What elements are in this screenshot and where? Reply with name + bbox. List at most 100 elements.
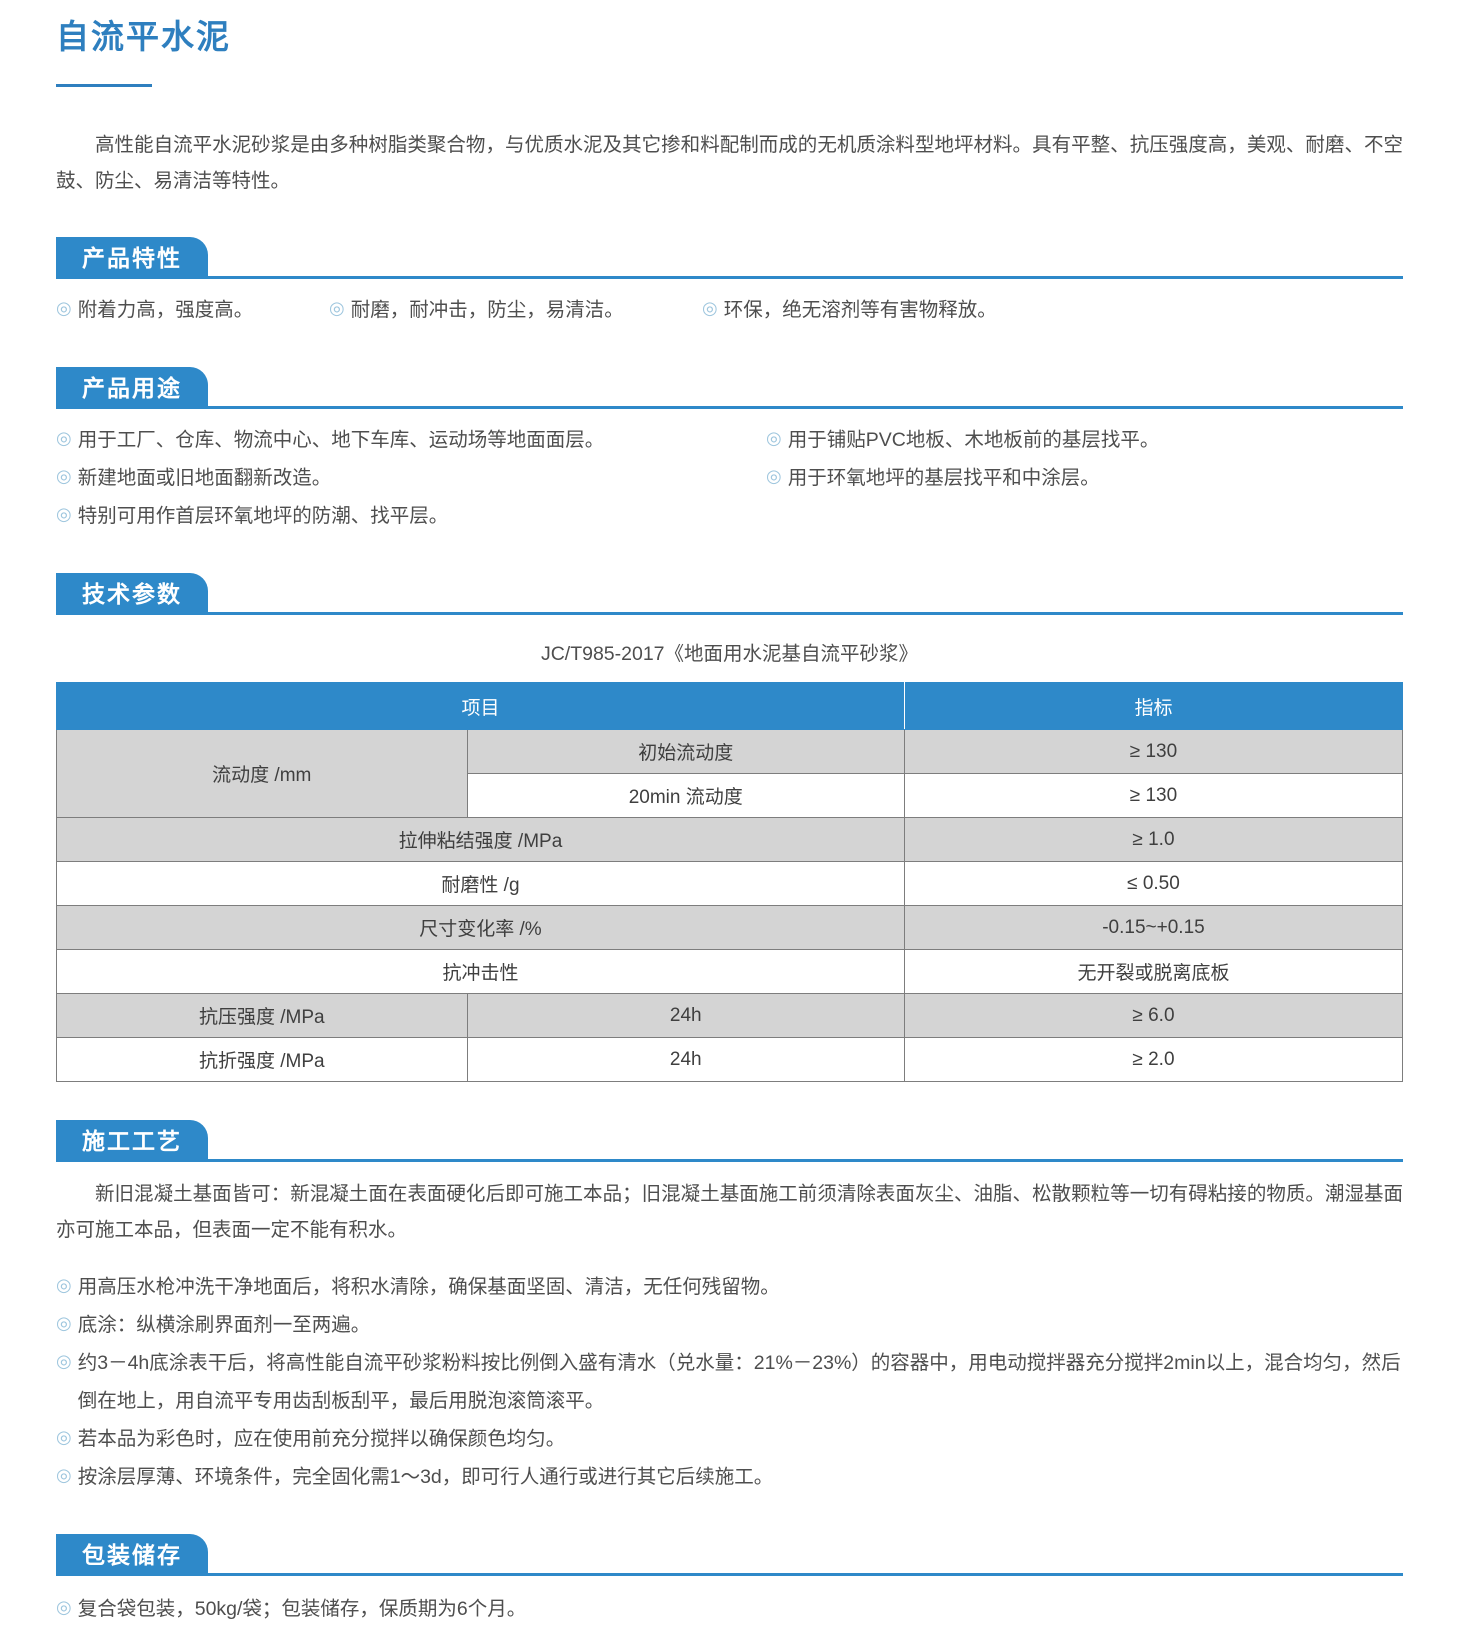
list-item: ◎ 约3－4h底涂表干后，将高性能自流平砂浆粉料按比例倒入盛有清水（兑水量：21… [56, 1344, 1403, 1420]
cell-sub: 20min 流动度 [466, 773, 905, 819]
table-row: 抗压强度 /MPa 24h ≥ 6.0 [56, 993, 1404, 1039]
section-divider-uses [56, 406, 1403, 410]
double-circle-bullet-icon: ◎ [56, 1597, 72, 1618]
double-circle-bullet-icon: ◎ [766, 428, 782, 449]
process-list: ◎ 用高压水枪冲洗干净地面后，将积水清除，确保基面坚固、清洁，无任何残留物。 ◎… [56, 1268, 1403, 1496]
standard-reference: JC/T985-2017《地面用水泥基自流平砂浆》 [540, 643, 919, 666]
section-construction-process: 施工工艺 新旧混凝土基面皆可：新混凝土面在表面硬化后即可施工本品；旧混凝土基面施… [56, 1120, 1403, 1496]
section-header-uses: 产品用途 [56, 367, 1403, 410]
section-product-features: 产品特性 ◎ 附着力高，强度高。 ◎ 耐磨，耐冲击，防尘，易清洁。 ◎ 环保，绝… [56, 237, 1403, 329]
section-banner-uses: 产品用途 [56, 367, 208, 410]
packaging-list: ◎ 复合袋包装，50kg/袋；包装储存，保质期为6个月。 [56, 1590, 1403, 1628]
table-row: 耐磨性 /g ≤ 0.50 [56, 861, 1404, 907]
use-text: 用于铺贴PVC地板、木地板前的基层找平。 [787, 429, 1160, 452]
section-title-uses: 产品用途 [82, 374, 182, 401]
process-text: 约3－4h底涂表干后，将高性能自流平砂浆粉料按比例倒入盛有清水（兑水量：21%－… [77, 1352, 1401, 1413]
cell-value: ≥ 2.0 [903, 1037, 1404, 1083]
cell-value: ≤ 0.50 [903, 861, 1404, 907]
intro-paragraph: 高性能自流平水泥砂浆是由多种树脂类聚合物，与优质水泥及其它掺和料配制而成的无机质… [56, 134, 1403, 193]
cell-sub: 24h [466, 1037, 905, 1083]
section-banner-features: 产品特性 [56, 237, 208, 280]
list-item: ◎ 用高压水枪冲洗干净地面后，将积水清除，确保基面坚固、清洁，无任何残留物。 [56, 1268, 1403, 1306]
process-text: 用高压水枪冲洗干净地面后，将积水清除，确保基面坚固、清洁，无任何残留物。 [77, 1276, 780, 1298]
double-circle-bullet-icon: ◎ [56, 1313, 72, 1334]
uses-list: ◎ 用于工厂、仓库、物流中心、地下车库、运动场等地面面层。 ◎ 新建地面或旧地面… [56, 421, 1403, 535]
section-divider-process [56, 1159, 1403, 1163]
section-title-features: 产品特性 [82, 244, 182, 271]
section-banner-packaging: 包装储存 [56, 1534, 208, 1577]
feature-text: 耐磨，耐冲击，防尘，易清洁。 [350, 299, 624, 322]
list-item: ◎ 用于工厂、仓库、物流中心、地下车库、运动场等地面面层。 [56, 421, 766, 459]
feature-text: 环保，绝无溶剂等有害物释放。 [723, 299, 997, 322]
section-divider-features [56, 276, 1403, 280]
cell-item: 拉伸粘结强度 /MPa [56, 817, 905, 863]
list-item: ◎ 附着力高，强度高。 [56, 291, 329, 329]
double-circle-bullet-icon: ◎ [56, 1427, 72, 1448]
section-header-packaging: 包装储存 [56, 1534, 1403, 1577]
use-text: 新建地面或旧地面翻新改造。 [77, 467, 332, 490]
table-row: 抗冲击性 无开裂或脱离底板 [56, 949, 1404, 995]
double-circle-bullet-icon: ◎ [56, 1465, 72, 1486]
double-circle-bullet-icon: ◎ [56, 1275, 72, 1295]
column-header-index: 指标 [903, 682, 1404, 731]
table-row: 尺寸变化率 /% -0.15~+0.15 [56, 905, 1404, 951]
uses-column-left: ◎ 用于工厂、仓库、物流中心、地下车库、运动场等地面面层。 ◎ 新建地面或旧地面… [56, 421, 766, 535]
use-text: 特别可用作首层环氧地坪的防潮、找平层。 [77, 505, 449, 528]
section-banner-tech: 技术参数 [56, 573, 208, 616]
process-text: 若本品为彩色时，应在使用前充分搅拌以确保颜色均匀。 [77, 1428, 566, 1451]
feature-text: 附着力高，强度高。 [77, 299, 254, 322]
section-title-packaging: 包装储存 [82, 1541, 182, 1568]
cell-value: ≥ 6.0 [903, 993, 1404, 1039]
cell-value: -0.15~+0.15 [903, 905, 1404, 951]
section-product-uses: 产品用途 ◎ 用于工厂、仓库、物流中心、地下车库、运动场等地面面层。 ◎ 新建地… [56, 367, 1403, 535]
double-circle-bullet-icon: ◎ [56, 504, 72, 525]
packaging-text: 复合袋包装，50kg/袋；包装储存，保质期为6个月。 [77, 1598, 527, 1621]
use-text: 用于环氧地坪的基层找平和中涂层。 [787, 467, 1100, 490]
section-banner-process: 施工工艺 [56, 1120, 208, 1163]
list-item: ◎ 复合袋包装，50kg/袋；包装储存，保质期为6个月。 [56, 1590, 1403, 1628]
title-underline-rule [56, 84, 152, 88]
table-row: 拉伸粘结强度 /MPa ≥ 1.0 [56, 817, 1404, 863]
double-circle-bullet-icon: ◎ [56, 298, 72, 319]
column-header-item: 项目 [56, 682, 905, 731]
double-circle-bullet-icon: ◎ [766, 466, 782, 487]
list-item: ◎ 若本品为彩色时，应在使用前充分搅拌以确保颜色均匀。 [56, 1420, 1403, 1458]
double-circle-bullet-icon: ◎ [702, 298, 718, 319]
page-title: 自流平水泥 [56, 18, 231, 55]
table-row: 抗折强度 /MPa 24h ≥ 2.0 [56, 1037, 1404, 1083]
section-technical-parameters: 技术参数 JC/T985-2017《地面用水泥基自流平砂浆》 项目 指标 流动度… [56, 573, 1404, 1083]
cell-item: 抗压强度 /MPa [56, 993, 468, 1039]
double-circle-bullet-icon: ◎ [329, 298, 345, 319]
cell-value: ≥ 130 [903, 729, 1404, 775]
process-text: 按涂层厚薄、环境条件，完全固化需1～3d，即可行人通行或进行其它后续施工。 [77, 1466, 774, 1489]
cell-item: 抗折强度 /MPa [56, 1037, 468, 1083]
section-header-process: 施工工艺 [56, 1120, 1403, 1163]
section-title-process: 施工工艺 [82, 1127, 182, 1154]
list-item: ◎ 用于环氧地坪的基层找平和中涂层。 [766, 459, 1403, 497]
list-item: ◎ 环保，绝无溶剂等有害物释放。 [702, 291, 997, 329]
features-list: ◎ 附着力高，强度高。 ◎ 耐磨，耐冲击，防尘，易清洁。 ◎ 环保，绝无溶剂等有… [56, 291, 1403, 329]
list-item: ◎ 底涂：纵横涂刷界面剂一至两遍。 [56, 1306, 1403, 1344]
list-item: ◎ 耐磨，耐冲击，防尘，易清洁。 [329, 291, 702, 329]
section-packaging-storage: 包装储存 ◎ 复合袋包装，50kg/袋；包装储存，保质期为6个月。 [56, 1534, 1403, 1628]
cell-sub: 初始流动度 [466, 729, 905, 775]
list-item: ◎ 特别可用作首层环氧地坪的防潮、找平层。 [56, 497, 766, 535]
uses-column-right: ◎ 用于铺贴PVC地板、木地板前的基层找平。 ◎ 用于环氧地坪的基层找平和中涂层… [766, 421, 1403, 535]
cell-item: 抗冲击性 [56, 949, 905, 995]
table-header-row: 项目 指标 [56, 682, 1404, 731]
section-header-features: 产品特性 [56, 237, 1403, 280]
cell-item: 耐磨性 /g [56, 861, 905, 907]
section-header-tech: 技术参数 [56, 573, 1403, 616]
section-divider-packaging [56, 1573, 1403, 1577]
cell-value: ≥ 1.0 [903, 817, 1404, 863]
double-circle-bullet-icon: ◎ [56, 428, 72, 449]
cell-sub: 24h [466, 993, 905, 1039]
list-item: ◎ 新建地面或旧地面翻新改造。 [56, 459, 766, 497]
table-row: 流动度 /mm 初始流动度 ≥ 130 [56, 729, 1404, 819]
list-item: ◎ 按涂层厚薄、环境条件，完全固化需1～3d，即可行人通行或进行其它后续施工。 [56, 1458, 1403, 1496]
table-body: 流动度 /mm 初始流动度 ≥ 130 20min 流动度 ≥ 130 拉伸粘结… [56, 729, 1404, 1083]
use-text: 用于工厂、仓库、物流中心、地下车库、运动场等地面面层。 [77, 429, 605, 452]
double-circle-bullet-icon: ◎ [56, 1351, 72, 1372]
cell-value: ≥ 130 [903, 773, 1404, 819]
